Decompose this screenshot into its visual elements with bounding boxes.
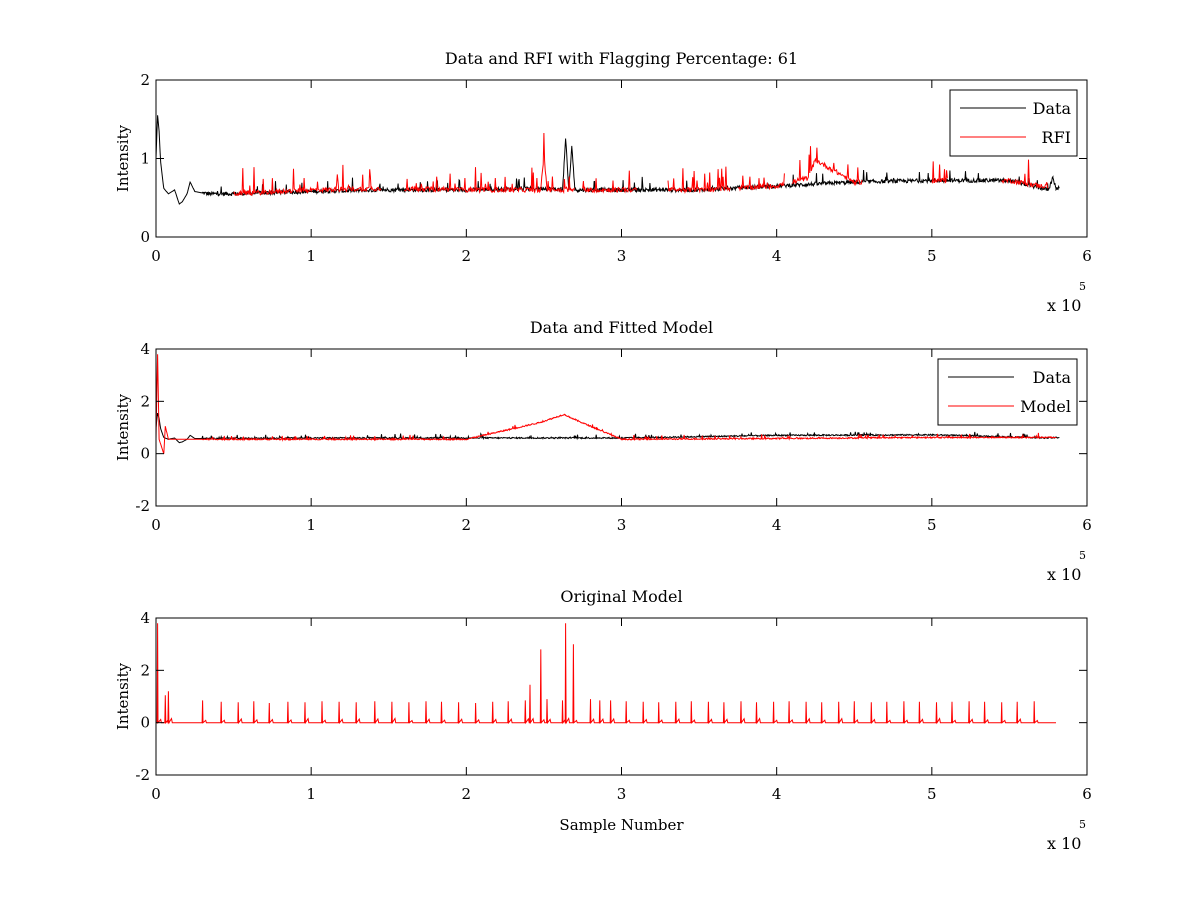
subplot-1: 0 1 2 3 4 5 6 0 1 2 Data and RFI with Flagging Per… [114,49,1092,315]
series-rfi-segment [792,146,863,187]
x-tick-label: 2 [462,247,472,265]
x-exponent-power: 5 [1079,549,1086,562]
legend: Data RFI [949,89,1078,157]
legend-label-model: Model [1020,397,1071,416]
x-tick-label: 4 [772,516,782,534]
legend: Data Model [937,358,1078,426]
y-tick-label: 2 [140,661,150,679]
axes-box [155,617,1088,776]
series-rfi-segment [582,170,638,194]
x-tick-label: 2 [462,785,472,803]
series-rfi-segment [931,161,948,185]
series-model [156,354,1057,454]
legend-box [937,358,1078,426]
y-tick-label: 0 [140,228,150,246]
y-tick-label: 2 [140,71,150,89]
series-rfi-segment [737,173,785,192]
x-tick-label: 5 [927,516,937,534]
series-rfi-segment [667,166,731,194]
plot-area [156,623,1056,725]
y-axis-label: Intensity [114,124,132,192]
series-original-model [156,623,1056,725]
y-tick-label: 1 [140,150,150,168]
x-tick-label: 0 [151,785,161,803]
x-tick-label: 1 [306,247,316,265]
x-tick-label: 6 [1082,516,1092,534]
y-tick-label: 2 [140,392,150,410]
x-tick-label: 3 [617,516,627,534]
legend-label-rfi: RFI [1042,128,1071,147]
subplot-title: Data and Fitted Model [530,318,713,337]
y-axis-label: Intensity [114,393,132,461]
x-tick-label: 4 [772,785,782,803]
series-data [156,412,1060,444]
y-axis-label: Intensity [114,662,132,730]
legend-label-data: Data [1033,368,1072,387]
plot-area [156,115,1060,205]
x-axis-label: Sample Number [559,816,684,834]
x-tick-label: 0 [151,516,161,534]
x-tick-label: 1 [306,516,316,534]
x-tick-label: 3 [617,247,627,265]
x-tick-label: 5 [927,785,937,803]
x-exponent-power: 5 [1079,280,1086,293]
x-tick-label: 3 [617,785,627,803]
x-tick-label: 5 [927,247,937,265]
x-exponent-base: x 10 [1047,565,1081,584]
legend-label-data: Data [1033,99,1072,118]
y-tick-label: 0 [140,445,150,463]
axes-box [155,79,1088,238]
series-rfi-segment [404,132,576,195]
x-exponent-base: x 10 [1047,834,1081,853]
x-tick-label: 1 [306,785,316,803]
x-exponent-base: x 10 [1047,296,1081,315]
plot-area [156,354,1060,454]
y-tick-label: 4 [140,609,150,627]
x-tick-label: 4 [772,247,782,265]
y-tick-label: 4 [140,340,150,358]
legend-box [949,89,1078,157]
subplot-title: Data and RFI with Flagging Percentage: 6… [445,49,798,68]
y-tick-label: -2 [135,497,150,515]
x-exponent-power: 5 [1079,818,1086,831]
x-tick-label: 0 [151,247,161,265]
series-rfi-segment [233,164,382,197]
subplot-title: Original Model [560,587,682,606]
x-tick-label: 6 [1082,247,1092,265]
series-rfi-segment [1001,159,1049,189]
x-tick-label: 2 [462,516,472,534]
y-tick-label: -2 [135,766,150,784]
y-tick-label: 0 [140,714,150,732]
x-tick-label: 6 [1082,785,1092,803]
